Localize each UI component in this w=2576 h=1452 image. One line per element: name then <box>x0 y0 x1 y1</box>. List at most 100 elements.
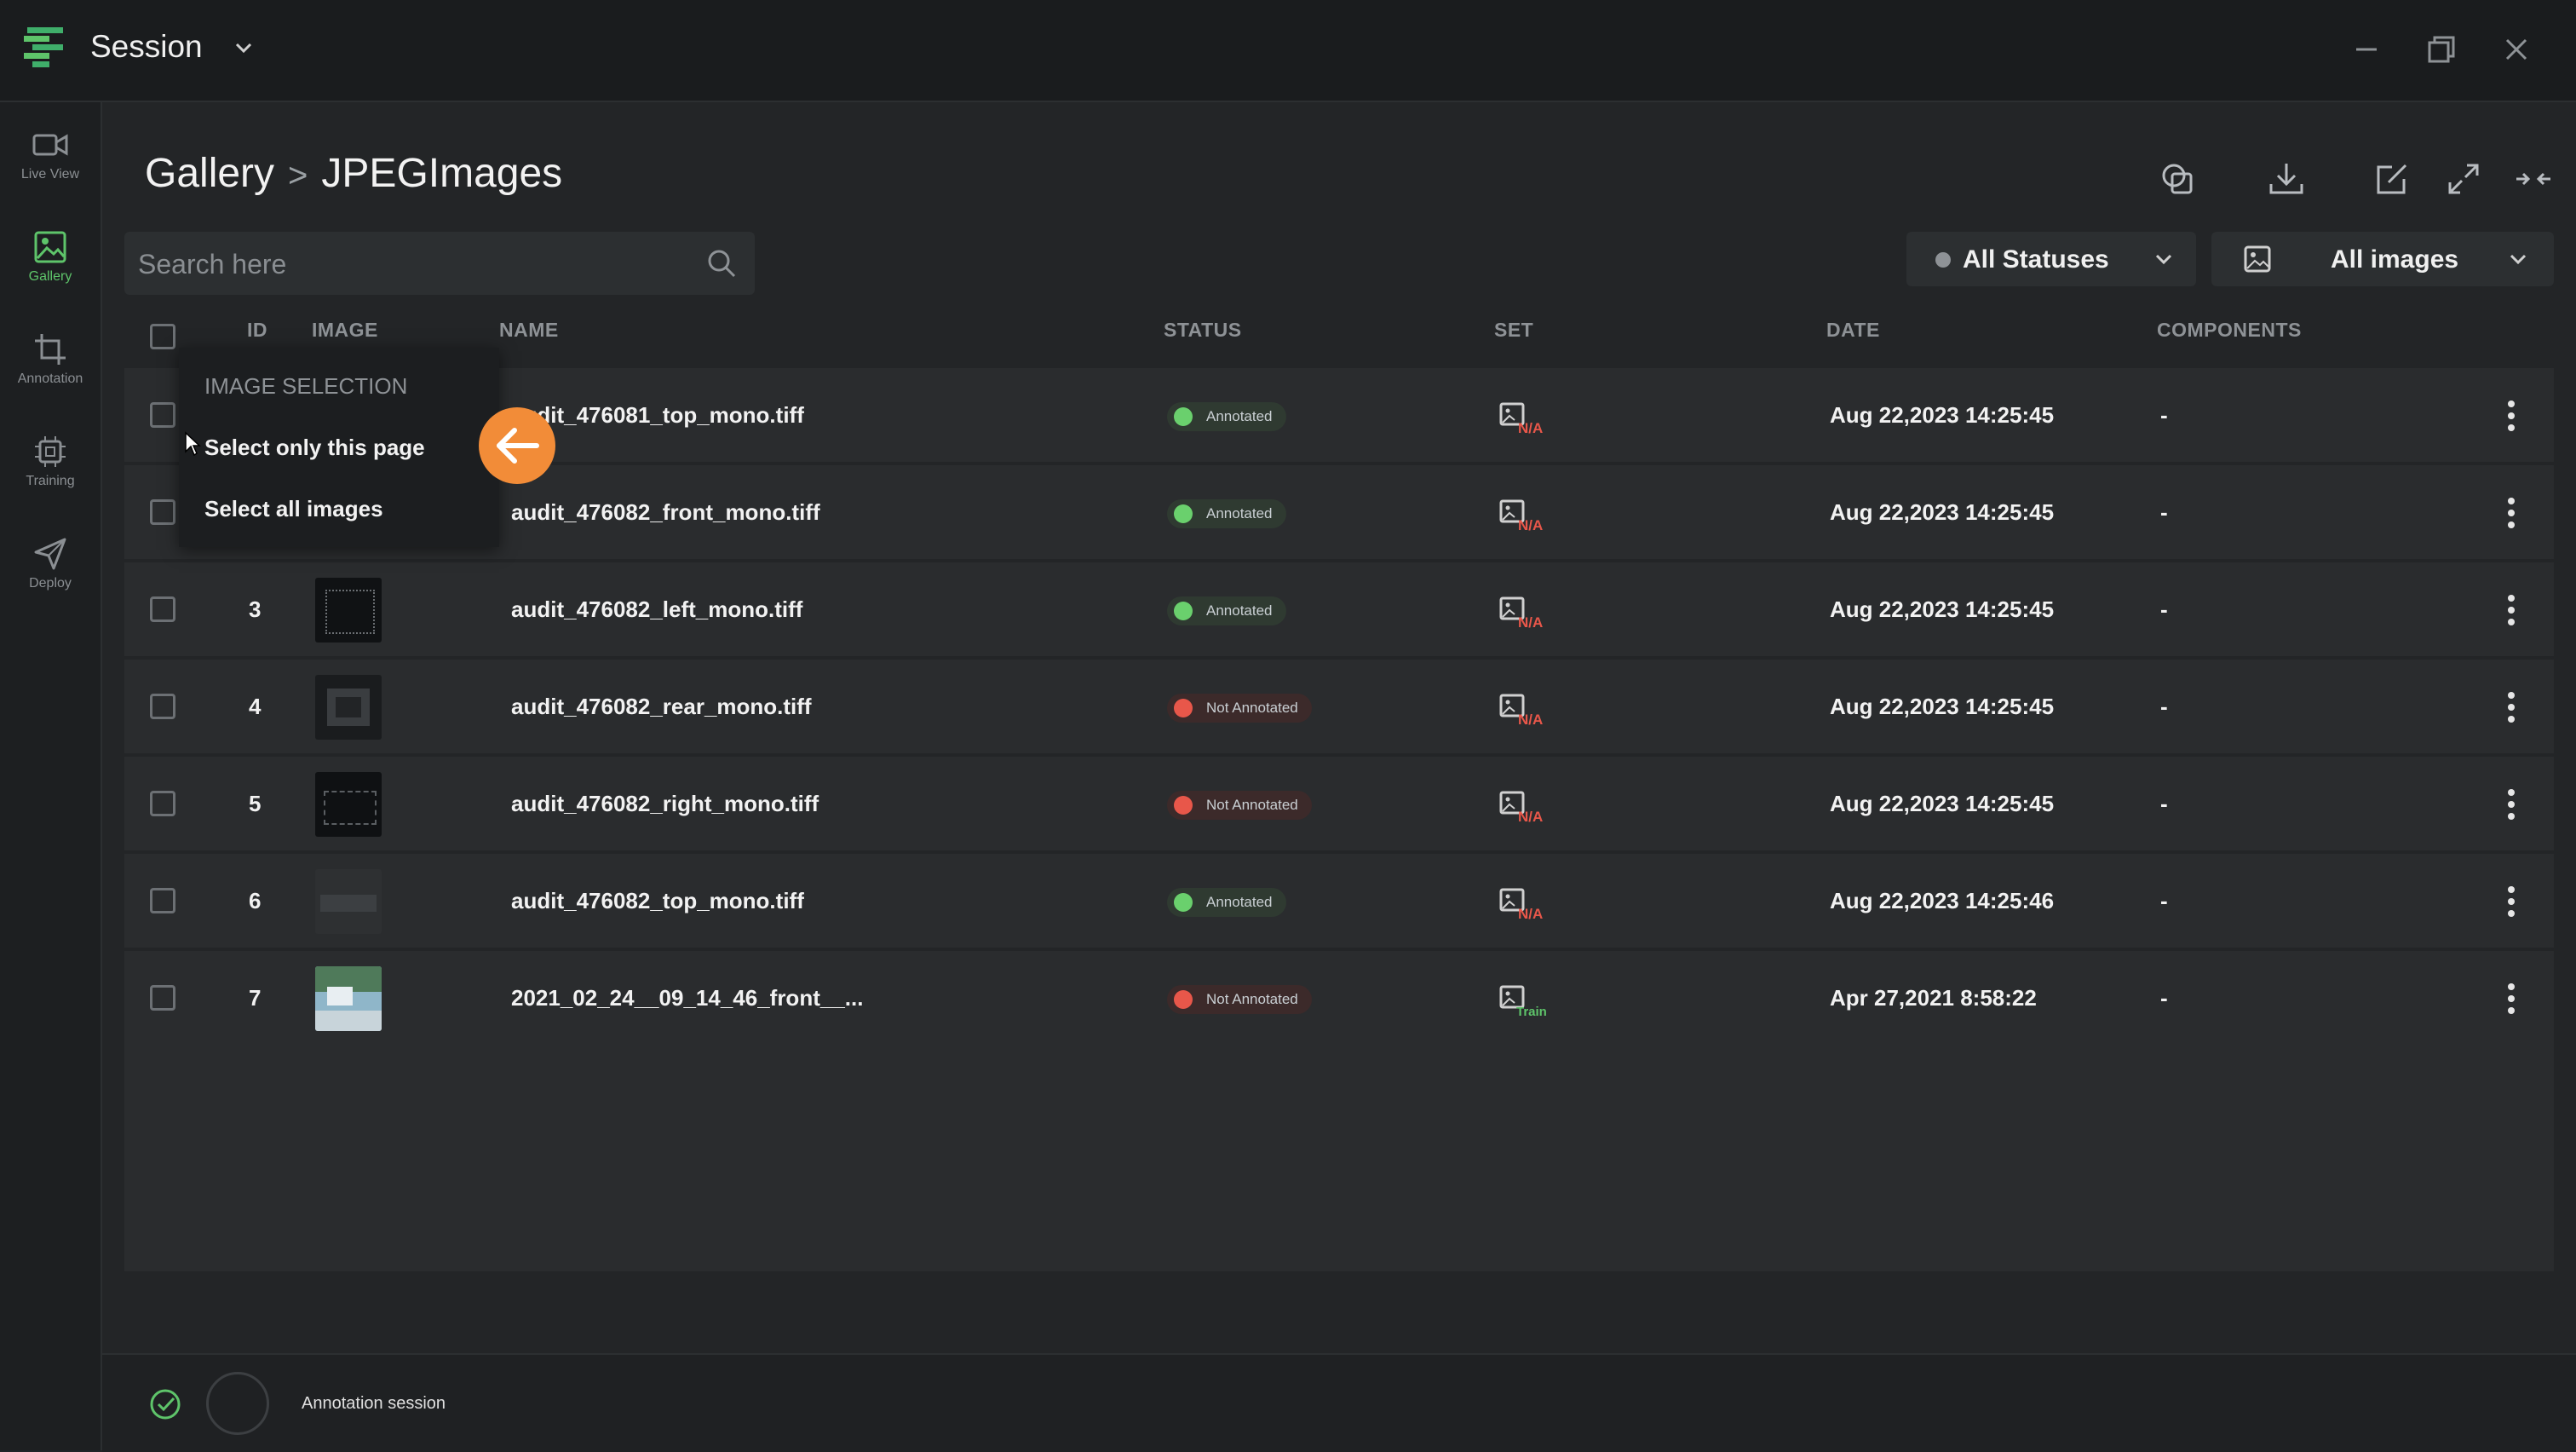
paper-plane-icon <box>34 538 66 570</box>
row-checkbox[interactable] <box>150 402 175 428</box>
menu-item-select-page[interactable]: Select only this page <box>204 435 425 460</box>
status-badge: Annotated <box>1167 888 1286 917</box>
menu-heading: IMAGE SELECTION <box>204 373 408 399</box>
column-header-date[interactable]: DATE <box>1826 319 1880 341</box>
highlight-arrow-icon <box>479 407 555 484</box>
breadcrumb-root[interactable]: Gallery <box>145 151 275 196</box>
column-header-status[interactable]: STATUS <box>1164 319 1242 341</box>
chevron-down-icon[interactable] <box>232 36 256 60</box>
svg-text:N/A: N/A <box>1518 420 1543 435</box>
row-id: 5 <box>249 791 262 816</box>
table-row[interactable]: 3 audit_476082_left_mono.tiff Annotated … <box>124 562 2554 656</box>
status-filter-value: All Statuses <box>1963 245 2109 274</box>
status-bar: Annotation session <box>102 1353 2576 1452</box>
more-options-icon[interactable] <box>2506 787 2516 821</box>
video-camera-icon <box>32 134 68 156</box>
row-name: audit_476081_top_mono.tiff <box>511 402 804 428</box>
row-name: audit_476082_left_mono.tiff <box>511 596 803 622</box>
set-na-icon: N/A <box>1499 596 1543 629</box>
search-icon[interactable] <box>705 247 738 279</box>
select-all-checkbox[interactable] <box>150 324 175 349</box>
mouse-cursor-icon <box>185 431 201 457</box>
row-checkbox[interactable] <box>150 985 175 1011</box>
edit-icon[interactable] <box>2373 160 2411 198</box>
sidebar-item-gallery[interactable]: Gallery <box>0 230 101 315</box>
set-na-icon: N/A <box>1499 402 1543 435</box>
status-badge: Not Annotated <box>1167 791 1312 820</box>
progress-ring <box>206 1372 269 1435</box>
thumbnail-image[interactable] <box>315 966 382 1031</box>
restore-icon[interactable] <box>2423 31 2460 68</box>
column-header-components[interactable]: COMPONENTS <box>2157 319 2302 341</box>
row-id: 7 <box>249 985 262 1011</box>
expand-icon[interactable] <box>2445 160 2482 198</box>
row-checkbox[interactable] <box>150 888 175 913</box>
more-options-icon[interactable] <box>2506 884 2516 919</box>
more-options-icon[interactable] <box>2506 399 2516 433</box>
image-filter-value: All images <box>2331 245 2459 274</box>
more-options-icon[interactable] <box>2506 496 2516 530</box>
row-date: Aug 22,2023 14:25:46 <box>1830 888 2055 913</box>
set-na-icon: N/A <box>1499 791 1543 823</box>
status-badge: Not Annotated <box>1167 985 1312 1014</box>
row-checkbox[interactable] <box>150 694 175 719</box>
breadcrumb-separator: > <box>288 157 308 194</box>
minimize-icon[interactable] <box>2348 31 2385 68</box>
sidebar-item-label: Training <box>26 474 75 488</box>
session-label: Annotation session <box>302 1394 446 1413</box>
crop-icon <box>35 334 66 365</box>
title-bar: Session <box>0 0 2576 102</box>
thumbnail-image[interactable] <box>315 578 382 642</box>
row-checkbox[interactable] <box>150 499 175 525</box>
chevron-down-icon <box>2155 254 2172 265</box>
app-logo-icon <box>24 27 63 67</box>
sidebar-item-annotation[interactable]: Annotation <box>0 332 101 418</box>
table-row[interactable]: 5 audit_476082_right_mono.tiff Not Annot… <box>124 757 2554 850</box>
menu-item-select-all[interactable]: Select all images <box>204 496 383 521</box>
breadcrumb: Gallery > JPEGImages <box>145 150 562 197</box>
more-options-icon[interactable] <box>2506 690 2516 724</box>
collapse-icon[interactable] <box>2515 160 2552 198</box>
search-input[interactable] <box>136 232 685 297</box>
status-filter-dropdown[interactable]: All Statuses <box>1906 232 2196 286</box>
sidebar-item-deploy[interactable]: Deploy <box>0 537 101 622</box>
svg-text:N/A: N/A <box>1518 906 1543 920</box>
sidebar-item-training[interactable]: Training <box>0 435 101 520</box>
download-icon[interactable] <box>2268 160 2305 198</box>
thumbnail-image[interactable] <box>315 869 382 934</box>
row-components: - <box>2160 596 2168 622</box>
thumbnail-image[interactable] <box>315 675 382 740</box>
column-header-image[interactable]: IMAGE <box>312 319 378 341</box>
status-dot-icon <box>1174 796 1193 815</box>
chip-icon <box>35 436 66 467</box>
sidebar-item-label: Gallery <box>28 269 72 284</box>
row-components: - <box>2160 402 2168 428</box>
more-options-icon[interactable] <box>2506 982 2516 1016</box>
status-dot-icon <box>1174 990 1193 1009</box>
table-row[interactable]: 6 audit_476082_top_mono.tiff Annotated N… <box>124 854 2554 948</box>
status-dot-icon <box>1174 699 1193 717</box>
close-icon[interactable] <box>2498 31 2535 68</box>
status-dot-icon <box>1174 504 1193 523</box>
svg-text:N/A: N/A <box>1518 517 1543 532</box>
more-options-icon[interactable] <box>2506 593 2516 627</box>
row-date: Aug 22,2023 14:25:45 <box>1830 499 2055 525</box>
table-row[interactable]: 7 2021_02_24__09_14_46_front__... Not An… <box>124 951 2554 1045</box>
row-checkbox[interactable] <box>150 791 175 816</box>
sidebar-item-live-view[interactable]: Live View <box>0 128 101 213</box>
svg-text:N/A: N/A <box>1518 809 1543 823</box>
row-checkbox[interactable] <box>150 596 175 622</box>
row-id: 4 <box>249 694 262 719</box>
thumbnail-image[interactable] <box>315 772 382 837</box>
app-title: Session <box>90 29 203 64</box>
table-row[interactable]: 4 audit_476082_rear_mono.tiff Not Annota… <box>124 660 2554 753</box>
column-header-name[interactable]: NAME <box>499 319 559 341</box>
check-circle-icon <box>150 1389 181 1420</box>
compare-layers-icon[interactable] <box>2159 160 2196 198</box>
row-id: 6 <box>249 888 262 913</box>
row-components: - <box>2160 499 2168 525</box>
column-header-id[interactable]: ID <box>247 319 267 341</box>
column-header-set[interactable]: SET <box>1494 319 1534 341</box>
image-selection-menu: IMAGE SELECTION Select only this page Se… <box>179 348 499 547</box>
image-filter-dropdown[interactable]: All images <box>2211 232 2554 286</box>
